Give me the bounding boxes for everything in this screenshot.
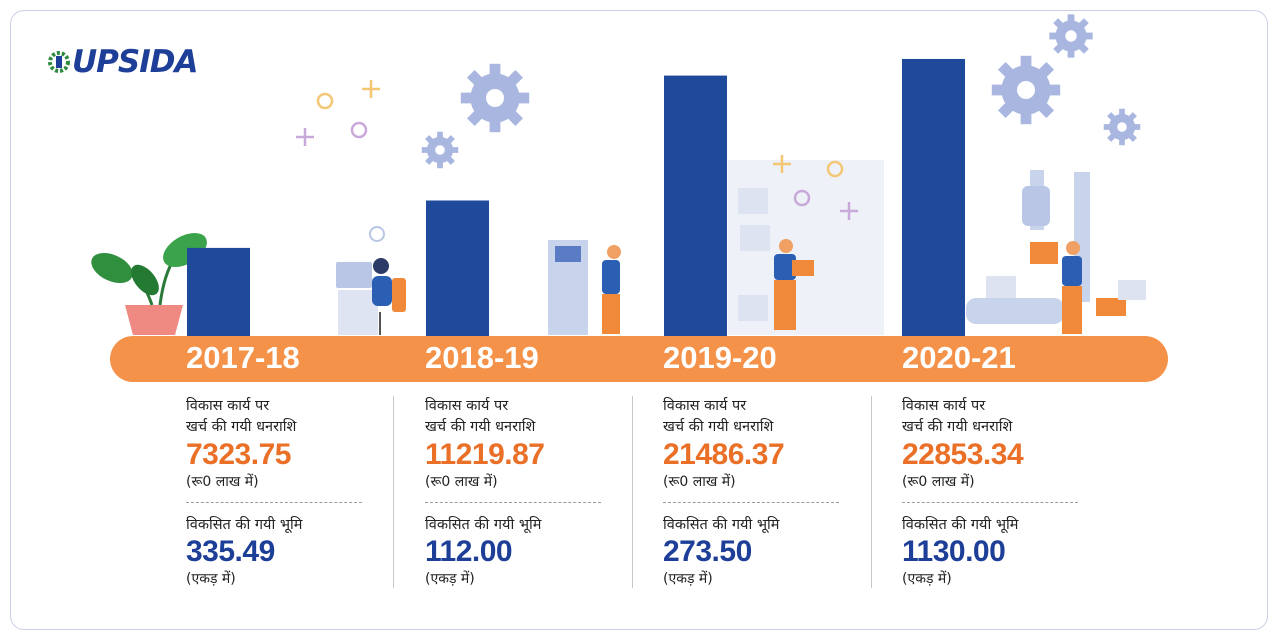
stat-column: विकास कार्य पर खर्च की गयी धनराशि 22853.… xyxy=(902,396,1132,589)
gear-icon xyxy=(1103,108,1141,146)
gear-icon xyxy=(991,55,1061,125)
land-label: विकसित की गयी भूमि xyxy=(902,517,1019,533)
desk-worker-illustration xyxy=(336,226,406,335)
year-label: 2018-19 xyxy=(425,340,539,375)
bars-group xyxy=(187,58,965,338)
logo-text: UPSIDA xyxy=(72,44,198,80)
expense-label: विकास कार्य पर खर्च की गयी धनराशि xyxy=(186,398,297,435)
warehouse-illustration xyxy=(728,160,884,335)
gear-icon xyxy=(421,131,459,169)
gear-icon xyxy=(460,63,530,133)
bar-2017-18 xyxy=(187,247,250,337)
stat-column: विकास कार्य पर खर्च की गयी धनराशि 21486.… xyxy=(663,396,893,589)
land-value: 112.00 xyxy=(425,535,513,568)
expense-unit: (रू0 लाख में) xyxy=(186,474,259,490)
expense-unit: (रू0 लाख में) xyxy=(663,474,736,490)
year-label: 2017-18 xyxy=(186,340,300,375)
expense-amount: 22853.34 xyxy=(902,438,1024,471)
land-label: विकसित की गयी भूमि xyxy=(425,517,542,533)
expense-amount: 21486.37 xyxy=(663,438,785,471)
factory-illustration xyxy=(966,170,1146,334)
year-label: 2020-21 xyxy=(902,340,1016,375)
land-label: विकसित की गयी भूमि xyxy=(186,517,303,533)
machine-worker-illustration xyxy=(548,240,621,335)
divider xyxy=(425,502,601,503)
plant-illustration xyxy=(91,232,207,335)
bar-2020-21 xyxy=(902,58,965,338)
bar-2019-20 xyxy=(664,75,727,338)
year-band xyxy=(110,336,1168,382)
land-unit: (एकड़ में) xyxy=(663,571,713,587)
logo-gear-icon xyxy=(48,51,70,73)
column-separator xyxy=(632,396,633,588)
land-unit: (एकड़ में) xyxy=(902,571,952,587)
land-unit: (एकड़ में) xyxy=(186,571,236,587)
stat-column: विकास कार्य पर खर्च की गयी धनराशि 11219.… xyxy=(425,396,655,589)
land-value: 273.50 xyxy=(663,535,752,568)
expense-unit: (रू0 लाख में) xyxy=(902,474,975,490)
expense-label: विकास कार्य पर खर्च की गयी धनराशि xyxy=(663,398,774,435)
expense-amount: 7323.75 xyxy=(186,438,291,471)
land-value: 335.49 xyxy=(186,535,275,568)
year-label: 2019-20 xyxy=(663,340,777,375)
column-separator xyxy=(393,396,394,588)
expense-unit: (रू0 लाख में) xyxy=(425,474,498,490)
divider xyxy=(186,502,362,503)
gear-icons xyxy=(421,14,1141,169)
gear-icon xyxy=(1049,14,1093,58)
sparkle-icons xyxy=(296,80,858,220)
card-frame xyxy=(10,10,1268,630)
divider xyxy=(902,502,1078,503)
land-value: 1130.00 xyxy=(902,535,1006,568)
expense-label: विकास कार्य पर खर्च की गयी धनराशि xyxy=(902,398,1013,435)
column-separator xyxy=(871,396,872,588)
divider xyxy=(663,502,839,503)
stat-column: विकास कार्य पर खर्च की गयी धनराशि 7323.7… xyxy=(186,396,416,589)
bar-2018-19 xyxy=(426,200,489,337)
land-label: विकसित की गयी भूमि xyxy=(663,517,780,533)
expense-amount: 11219.87 xyxy=(425,438,545,471)
expense-label: विकास कार्य पर खर्च की गयी धनराशि xyxy=(425,398,536,435)
upsida-logo: UPSIDA xyxy=(48,40,198,84)
land-unit: (एकड़ में) xyxy=(425,571,475,587)
